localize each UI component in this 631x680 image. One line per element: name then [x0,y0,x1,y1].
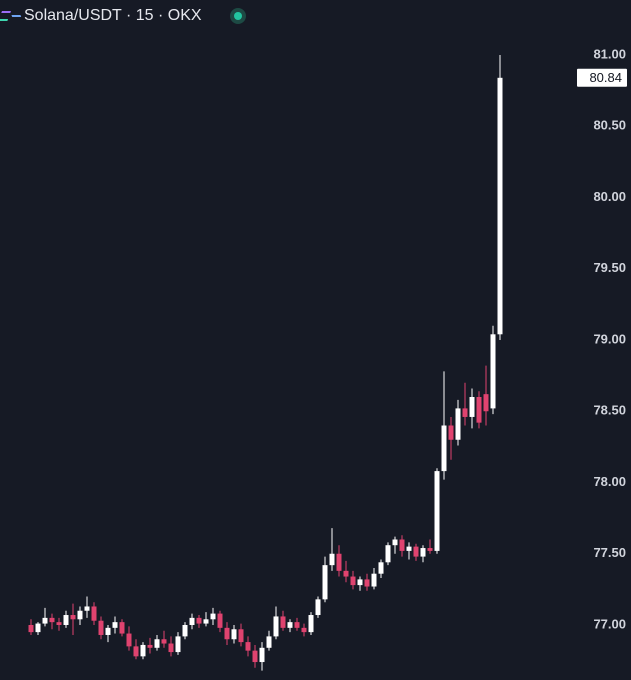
candle-body [161,639,167,644]
candle-body [147,644,153,648]
candle-body [42,617,48,624]
candle-body [280,616,286,628]
candle-body [315,599,321,616]
candle-body [266,636,272,648]
candle-body [350,576,356,586]
candle-body [182,624,188,637]
candle-body [455,408,461,440]
chart-title: Solana/USDT · 15 · OKX [24,7,202,24]
candle-body [91,606,97,621]
candle-body [490,334,496,409]
candle-body [140,644,146,657]
candle-body [497,77,503,335]
candle-body [413,546,419,557]
candle-body [217,613,223,628]
candle-body [231,629,237,640]
candle-body [77,610,83,620]
candle-body [168,643,174,653]
candle-body [301,627,307,633]
candle-body [259,647,265,663]
y-tick-label: 81.00 [593,46,626,61]
candle-body [224,627,230,640]
candle-body [371,573,377,587]
candle-body [112,622,118,628]
y-axis: 77.00 77.50 78.00 78.50 79.00 79.50 80.00 80.50… [575,46,627,631]
candle-body [189,617,195,625]
candle-body [287,622,293,628]
status-dot [234,12,242,20]
candle-body [406,546,412,551]
y-tick-label: 77.50 [593,545,626,560]
icon-bar [0,19,9,21]
candle-body [252,650,258,663]
y-tick-label: 80.00 [593,189,626,204]
candle-body [56,622,62,625]
candle-body [329,553,335,566]
candle-body [322,565,328,600]
candle-body [245,642,251,651]
candle-body [420,548,426,557]
last-price-label: 80.84 [589,70,622,85]
candle-body [434,471,440,551]
symbol-icon [0,11,22,21]
y-tick-label: 79.00 [593,331,626,346]
candle-body [119,622,125,634]
candle-body [448,425,454,440]
candle-body [98,620,104,635]
y-tick-label: 78.00 [593,474,626,489]
candle-body [462,408,468,417]
candle-body [392,539,398,546]
candle-body [364,579,370,587]
candle-body [133,646,139,657]
candle-body [399,539,405,551]
candle-body [483,394,489,412]
candle-body [28,624,34,633]
candle-body [196,617,202,624]
candle-body [343,570,349,577]
candle-body [273,616,279,637]
candle-body [175,636,181,653]
candle-body [126,633,132,647]
candle-body [378,562,384,574]
candle-body [441,425,447,472]
y-tick-label: 78.50 [593,403,626,418]
candle-body [294,622,300,628]
candle-body [210,613,216,620]
y-tick-label: 80.50 [593,118,626,133]
candle-body [35,623,41,633]
candle-body [154,639,160,648]
candle-body [105,627,111,635]
last-price-box [577,68,627,87]
candle-body [357,579,363,586]
candle-body [308,615,314,633]
candle-body [84,606,90,611]
candle-body [238,629,244,643]
y-tick-label: 77.00 [593,616,626,631]
candle-body [49,617,55,623]
candle-body [385,545,391,563]
icon-bar [11,15,22,17]
icon-bar [1,11,11,13]
candle-body [336,553,342,571]
candle-body [70,615,76,620]
y-tick-label: 79.50 [593,260,626,275]
candle-body [469,396,475,417]
candle-body [427,548,433,551]
candle-body [63,615,69,625]
candle-body [203,619,209,624]
candle-body [476,396,482,423]
plot [28,55,503,671]
